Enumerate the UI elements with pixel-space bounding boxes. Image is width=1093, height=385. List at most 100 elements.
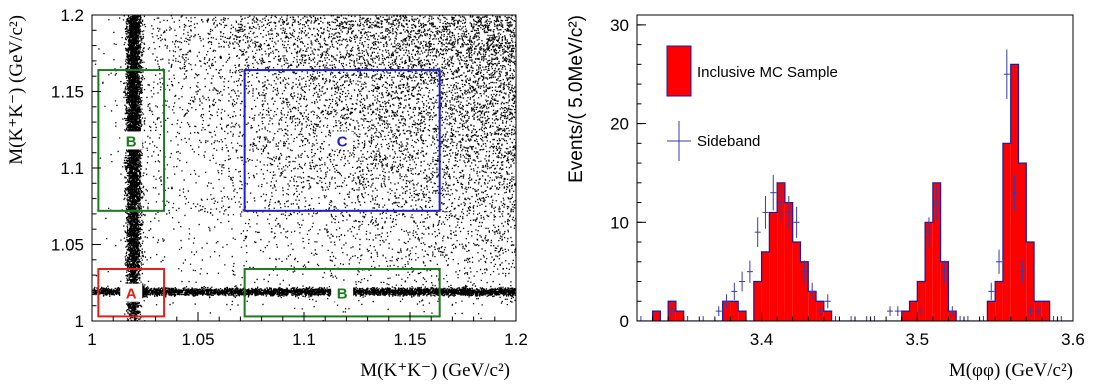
histogram-bar — [823, 311, 832, 321]
sideband-point — [816, 306, 823, 317]
sideband-point — [770, 174, 777, 211]
sideband-point — [731, 282, 738, 300]
histogram-bar — [769, 212, 778, 321]
scatter-y-label: M(K⁺K⁻) (GeV/c²) — [6, 15, 27, 165]
scatter-x-tick-label: 1.05 — [181, 330, 214, 349]
histogram-bar — [738, 311, 746, 321]
histogram-y-tick-label: 0 — [620, 312, 629, 331]
sideband-point — [902, 316, 909, 321]
histogram-bar — [808, 291, 817, 321]
legend-mc-label: Inclusive MC Sample — [697, 64, 838, 81]
sideband-points — [637, 49, 1065, 321]
sideband-point — [746, 260, 753, 283]
region-label-background — [331, 131, 354, 150]
scatter-y-ticks: 1 1.05 1.1 1.15 1.2 — [51, 6, 101, 331]
sideband-point — [894, 306, 901, 317]
sideband-point — [1042, 316, 1049, 321]
sideband-point — [1034, 306, 1041, 317]
histogram-y-tick-label: 10 — [610, 213, 629, 232]
sideband-point — [980, 316, 987, 321]
region-a-label: A — [126, 286, 137, 303]
histogram-panel: 3.4 3.5 3.6 0 10 20 30 Inclusive MC Sample Si… — [566, 14, 1085, 381]
histogram-y-tick-label: 20 — [610, 115, 629, 134]
sideband-point — [957, 316, 964, 321]
sideband-point — [964, 316, 971, 321]
histogram-y-ticks: 0 10 20 30 — [610, 16, 646, 331]
scatter-y-tick-label: 1.2 — [60, 6, 84, 25]
scatter-points — [92, 15, 516, 321]
scatter-dots — [92, 15, 516, 321]
sideband-point — [925, 217, 932, 247]
sideband-point — [910, 316, 917, 321]
histogram-bar — [792, 242, 801, 321]
sideband-point — [809, 282, 816, 300]
legend-sideband-label: Sideband — [697, 133, 760, 150]
sideband-point — [778, 185, 785, 220]
scatter-y-tick-label: 1.05 — [51, 236, 84, 255]
histogram-x-tick-label: 3.6 — [1061, 330, 1085, 349]
histogram-bar — [925, 222, 933, 321]
scatter-x-label: M(K⁺K⁻) (GeV/c²) — [360, 360, 510, 381]
sideband-point — [941, 260, 948, 283]
sideband-point — [700, 316, 707, 321]
histogram-bar — [940, 261, 949, 321]
histogram-bar — [1018, 163, 1027, 321]
histogram-bar — [800, 261, 809, 321]
sideband-point — [1027, 306, 1034, 317]
sideband-point — [1003, 49, 1010, 99]
sideband-point — [848, 316, 855, 321]
sideband-point — [637, 316, 644, 321]
histogram-bar — [784, 202, 793, 321]
histogram-bar — [932, 182, 941, 321]
sideband-point — [1019, 260, 1026, 283]
region-label-background — [331, 283, 354, 302]
region-c-box — [243, 69, 441, 212]
legend-mc-swatch — [666, 45, 692, 97]
sideband-point — [988, 282, 995, 300]
histogram-outline — [637, 63, 1073, 321]
region-b-box — [97, 69, 166, 212]
sideband-point — [918, 306, 925, 317]
sideband-point — [1058, 316, 1065, 321]
sideband-point — [887, 306, 894, 317]
scatter-x-tick-label: 1 — [87, 330, 96, 349]
region-label-background — [120, 131, 143, 150]
scatter-y-tick-label: 1 — [75, 312, 84, 331]
histogram-bar — [675, 311, 684, 321]
histogram-x-tick-label: 3.5 — [905, 330, 929, 349]
histogram-legend: Inclusive MC Sample Sideband — [666, 45, 838, 161]
histogram-y-tick-label: 30 — [610, 16, 629, 35]
region-label-background — [120, 283, 143, 302]
scatter-x-tick-label: 1.1 — [292, 330, 316, 349]
sideband-point — [863, 316, 870, 321]
scatter-x-tick-label: 1.15 — [393, 330, 426, 349]
region-b-label: B — [126, 133, 137, 150]
sideband-point — [801, 260, 808, 283]
histogram-bar — [1002, 143, 1011, 321]
sideband-point — [1050, 316, 1057, 321]
histogram-bar — [909, 301, 918, 321]
sideband-point — [949, 306, 956, 317]
region-c-label: C — [337, 133, 348, 150]
scatter-y-tick-label: 1.15 — [51, 83, 84, 102]
signal-regions: A B B C — [97, 69, 441, 318]
histogram-bar — [777, 182, 785, 321]
histogram-y-label: Events/( 5.0MeV/c²) — [566, 15, 587, 183]
histogram-x-tick-label: 3.4 — [750, 330, 774, 349]
sideband-point — [723, 294, 730, 309]
sideband-point — [1011, 174, 1018, 211]
sideband-point — [739, 271, 746, 292]
sideband-point — [933, 185, 940, 220]
sideband-point — [669, 306, 676, 317]
sideband-point — [996, 249, 1003, 274]
histogram-bar — [1026, 242, 1035, 321]
histogram-bar — [1041, 301, 1050, 321]
histogram-bar — [761, 251, 770, 321]
histogram-bar — [652, 311, 661, 321]
sideband-point — [684, 316, 691, 321]
histogram-bar — [995, 281, 1003, 321]
histogram-x-label: M(φφ) (GeV/c²) — [949, 360, 1073, 381]
scatter-x-tick-label: 1.2 — [504, 330, 528, 349]
scatter-x-ticks: 1 1.05 1.1 1.15 1.2 — [87, 312, 528, 349]
